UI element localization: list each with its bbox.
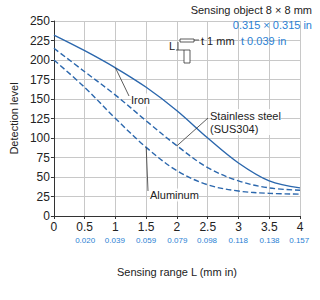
- svg-text:0.079: 0.079: [167, 236, 188, 245]
- svg-text:75: 75: [37, 151, 51, 165]
- svg-text:1.5: 1.5: [138, 220, 155, 234]
- svg-text:t 1 mm: t 1 mm: [201, 35, 235, 47]
- svg-text:t 0.039 in: t 0.039 in: [241, 35, 286, 47]
- svg-text:100: 100: [30, 131, 50, 145]
- svg-text:150: 150: [30, 92, 50, 106]
- svg-text:2.5: 2.5: [199, 220, 216, 234]
- svg-text:4: 4: [297, 220, 304, 234]
- svg-text:3: 3: [235, 220, 242, 234]
- svg-text:50: 50: [37, 170, 51, 184]
- svg-text:L: L: [169, 40, 175, 52]
- svg-text:0.315 × 0.315 in: 0.315 × 0.315 in: [233, 19, 312, 31]
- svg-text:1: 1: [112, 220, 119, 234]
- svg-text:175: 175: [30, 73, 50, 87]
- svg-text:Sensing object 8 × 8 mm: Sensing object 8 × 8 mm: [191, 4, 312, 16]
- svg-text:200: 200: [30, 53, 50, 67]
- svg-text:2: 2: [174, 220, 181, 234]
- svg-text:0.5: 0.5: [76, 220, 93, 234]
- svg-text:3.5: 3.5: [261, 220, 278, 234]
- svg-text:0.039: 0.039: [105, 236, 126, 245]
- svg-text:Iron: Iron: [131, 94, 150, 106]
- svg-text:0.059: 0.059: [136, 236, 157, 245]
- svg-text:250: 250: [30, 14, 50, 28]
- svg-text:Aluminum: Aluminum: [150, 189, 199, 201]
- svg-text:Stainless steel: Stainless steel: [210, 110, 281, 122]
- svg-text:(SUS304): (SUS304): [210, 123, 258, 135]
- svg-text:125: 125: [30, 112, 50, 126]
- svg-text:0.157: 0.157: [289, 236, 310, 245]
- svg-text:0: 0: [43, 209, 50, 223]
- svg-text:0: 0: [51, 220, 58, 234]
- svg-text:Detection level: Detection level: [8, 82, 20, 154]
- svg-text:0.138: 0.138: [260, 236, 281, 245]
- svg-text:0.118: 0.118: [229, 236, 249, 245]
- svg-text:Sensing range L (mm in): Sensing range L (mm in): [117, 266, 237, 278]
- svg-text:225: 225: [30, 34, 50, 48]
- svg-text:0.098: 0.098: [197, 236, 218, 245]
- svg-text:25: 25: [37, 190, 51, 204]
- svg-text:0.020: 0.020: [75, 236, 96, 245]
